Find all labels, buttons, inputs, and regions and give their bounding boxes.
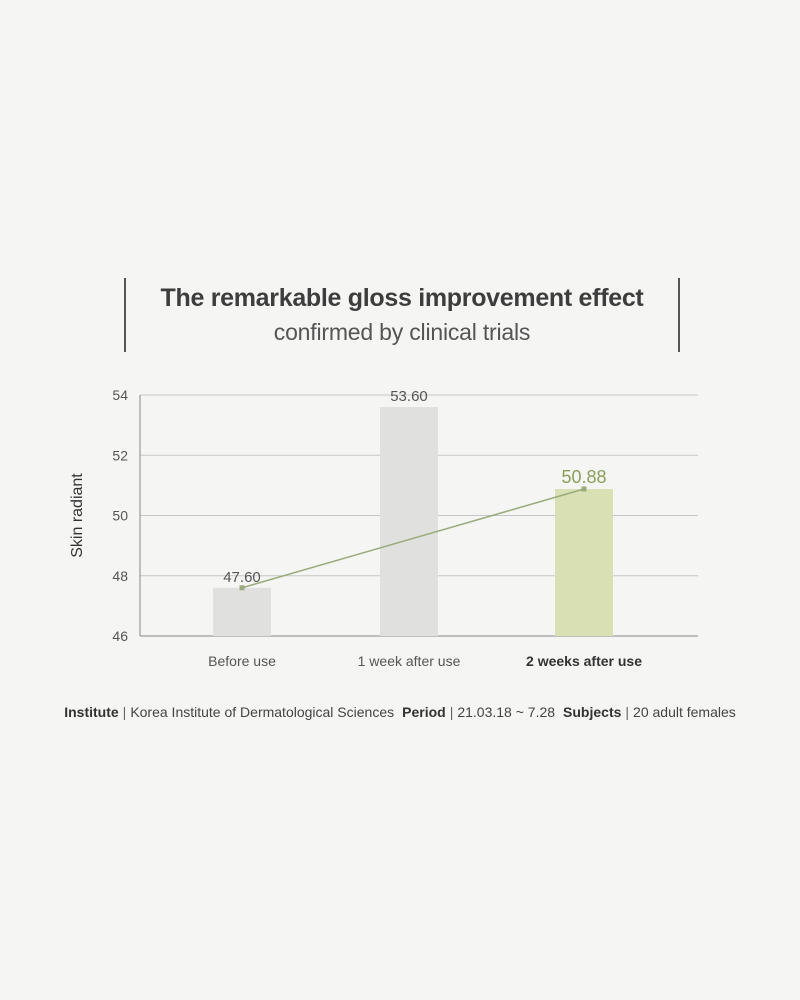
separator: | [122,704,127,720]
bar [213,587,271,636]
bar [380,407,438,636]
y-axis-label: Skin radiant [69,473,86,558]
data-label: 47.60 [223,569,261,586]
y-tick-label: 54 [112,387,128,403]
institute-key: Institute [64,704,119,720]
separator: | [449,704,454,720]
study-info: Institute | Korea Institute of Dermatologi… [0,704,800,720]
x-tick-label: Before use [208,653,276,669]
y-tick-label: 46 [112,628,128,644]
y-tick-label: 48 [112,568,128,584]
data-label: 53.60 [390,388,428,405]
data-label: 50.88 [561,467,606,487]
period-value: 21.03.18 ~ 7.28 [457,704,556,720]
bar-chart: 46 48 50 52 54 Skin radiant 47.60 Before use 53.… [69,387,698,669]
bar [555,488,613,636]
x-tick-label: 2 weeks after use [526,653,642,669]
y-tick-label: 52 [112,447,128,463]
chart-subtitle: confirmed by clinical trials [273,319,531,345]
subjects-key: Subjects [563,704,622,720]
trend-line [241,488,585,589]
period-key: Period [402,704,446,720]
separator: | [625,704,630,720]
x-tick-label: 1 week after use [358,653,461,669]
subjects-value: 20 adult females [633,704,736,720]
trend-marker [581,486,587,492]
y-tick-label: 50 [112,508,128,524]
institute-value: Korea Institute of Dermatological Scienc… [130,704,395,720]
trend-marker [239,585,245,591]
chart-title: The remarkable gloss improvement effect [160,284,644,312]
chart-title-block: The remarkable gloss improvement effect … [124,278,680,352]
